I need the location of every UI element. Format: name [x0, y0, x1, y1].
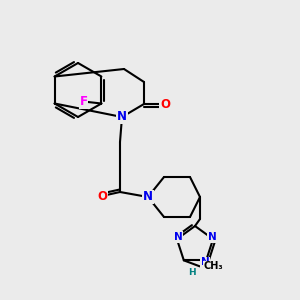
Text: CH₃: CH₃	[204, 261, 224, 272]
Text: O: O	[97, 190, 107, 202]
Text: F: F	[80, 95, 87, 108]
Text: N: N	[143, 190, 153, 203]
Text: N: N	[201, 257, 209, 267]
Text: H: H	[188, 268, 196, 277]
Text: N: N	[174, 232, 182, 242]
Text: N: N	[117, 110, 127, 124]
Text: N: N	[208, 232, 216, 242]
Text: O: O	[160, 98, 170, 110]
